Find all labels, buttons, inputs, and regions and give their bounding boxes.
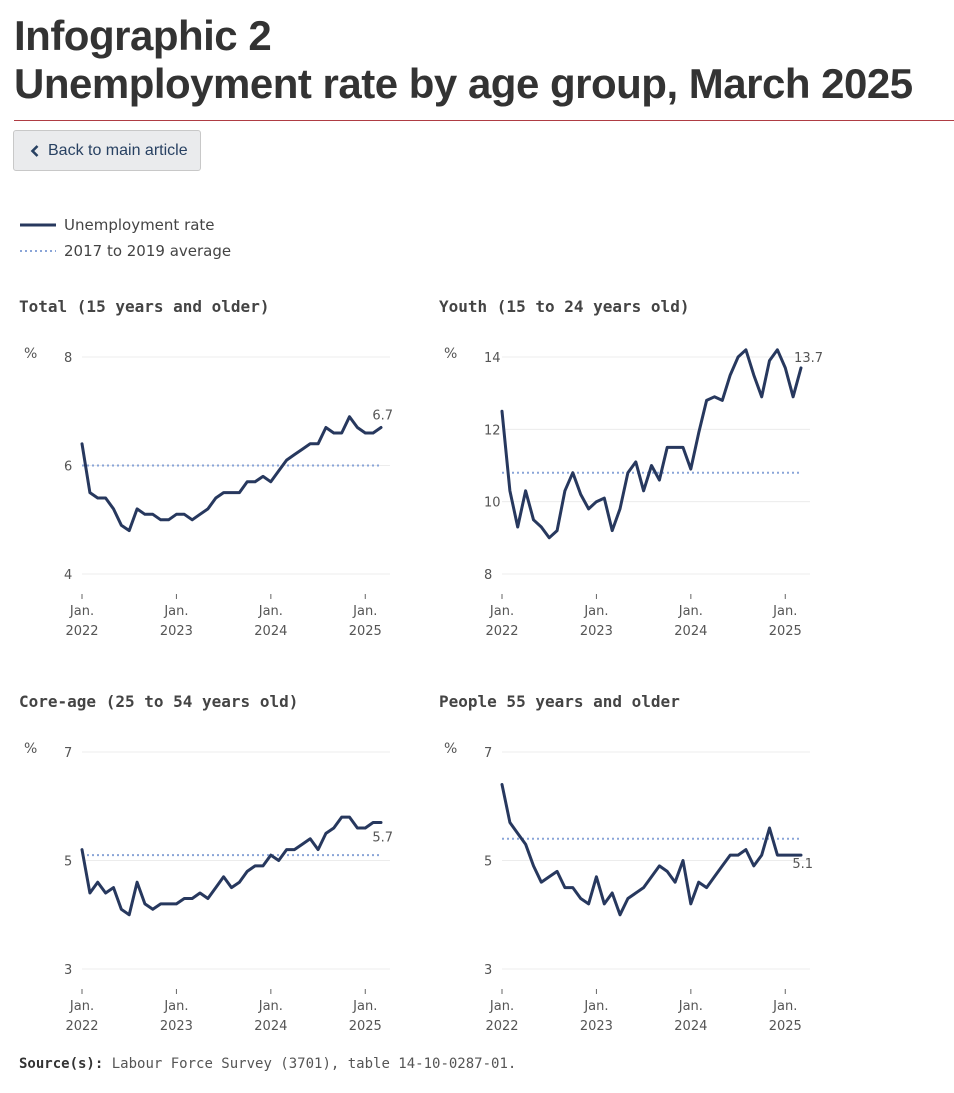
- x-tick-label-month: Jan.: [489, 604, 514, 619]
- title-line-1: Infographic 2: [14, 12, 272, 59]
- x-tick-label-month: Jan.: [163, 604, 188, 619]
- y-axis-unit-label: %: [444, 346, 457, 362]
- legend-item-average: 2017 to 2019 average: [20, 238, 231, 264]
- unemployment-rate-line: [500, 783, 803, 917]
- chevron-left-icon: [30, 144, 39, 157]
- chart-title: Core-age (25 to 54 years old): [19, 692, 298, 711]
- legend-label-unemployment-rate: Unemployment rate: [64, 216, 215, 234]
- chart-title: Total (15 years and older): [19, 297, 269, 316]
- x-tick-label-month: Jan.: [583, 999, 608, 1014]
- y-tick-label: 6: [64, 460, 72, 475]
- y-tick-label: 5: [64, 855, 72, 870]
- y-tick-label: 7: [64, 746, 72, 761]
- y-tick-label: 10: [484, 496, 501, 511]
- x-tick-label-month: Jan.: [489, 999, 514, 1014]
- x-tick-label-year: 2024: [674, 1019, 707, 1034]
- y-axis-unit-label: %: [444, 741, 457, 757]
- title-line-2: Unemployment rate by age group, March 20…: [14, 60, 913, 107]
- chart-title: People 55 years and older: [439, 692, 680, 711]
- legend-dotted-swatch: [20, 250, 56, 252]
- x-tick-label-month: Jan.: [678, 999, 703, 1014]
- y-tick-label: 4: [64, 568, 72, 583]
- y-tick-label: 12: [484, 423, 501, 438]
- chart-title: Youth (15 to 24 years old): [439, 297, 689, 316]
- source-note: Source(s): Labour Force Survey (3701), t…: [19, 1056, 516, 1072]
- page-title: Infographic 2 Unemployment rate by age g…: [14, 12, 954, 108]
- x-tick-label-year: 2022: [65, 624, 98, 639]
- back-button-label: Back to main article: [48, 141, 188, 159]
- chart-panel: Core-age (25 to 54 years old)% 3 5 7 Jan. 202…: [19, 692, 393, 1034]
- last-value-label: 13.7: [794, 351, 823, 366]
- x-tick-label-year: 2023: [580, 1019, 613, 1034]
- x-tick-label-year: 2024: [254, 624, 287, 639]
- unemployment-rate-line: [500, 348, 803, 540]
- x-tick-label-month: Jan.: [69, 999, 94, 1014]
- chart-panel: Youth (15 to 24 years old)% 8 10 12 14 Jan. 20…: [439, 297, 823, 639]
- legend-label-average: 2017 to 2019 average: [64, 242, 232, 260]
- x-tick-label-month: Jan.: [772, 604, 797, 619]
- x-tick-label-month: Jan.: [258, 604, 283, 619]
- x-tick-label-year: 2025: [349, 1019, 382, 1034]
- x-tick-label-month: Jan.: [352, 999, 377, 1014]
- y-axis-unit-label: %: [24, 346, 37, 362]
- last-value-label: 5.7: [372, 831, 393, 846]
- y-tick-label: 14: [484, 351, 501, 366]
- legend-line-swatch: [20, 223, 56, 227]
- x-tick-label-month: Jan.: [69, 604, 94, 619]
- unemployment-rate-line: [80, 815, 383, 917]
- unemployment-rate-line: [80, 415, 383, 533]
- x-tick-label-year: 2022: [65, 1019, 98, 1034]
- chart-legend: Unemployment rate 2017 to 2019 average: [20, 212, 231, 264]
- source-text: Labour Force Survey (3701), table 14-10-…: [111, 1056, 517, 1072]
- y-tick-label: 8: [484, 568, 492, 583]
- x-tick-label-month: Jan.: [352, 604, 377, 619]
- title-rule: [14, 120, 954, 121]
- x-tick-label-year: 2025: [769, 624, 802, 639]
- x-tick-label-year: 2022: [485, 1019, 518, 1034]
- x-tick-label-month: Jan.: [772, 999, 797, 1014]
- x-tick-label-year: 2025: [349, 624, 382, 639]
- x-tick-label-month: Jan.: [583, 604, 608, 619]
- x-tick-label-year: 2024: [254, 1019, 287, 1034]
- y-tick-label: 5: [484, 855, 492, 870]
- x-tick-label-month: Jan.: [163, 999, 188, 1014]
- x-tick-label-month: Jan.: [678, 604, 703, 619]
- back-to-main-article-button[interactable]: Back to main article: [13, 130, 201, 171]
- x-tick-label-year: 2022: [485, 624, 518, 639]
- x-tick-label-year: 2023: [160, 1019, 193, 1034]
- x-tick-label-year: 2024: [674, 624, 707, 639]
- x-tick-label-year: 2023: [580, 624, 613, 639]
- x-tick-label-month: Jan.: [258, 999, 283, 1014]
- last-value-label: 6.7: [372, 409, 393, 424]
- chart-panel: Total (15 years and older)% 4 6 8 Jan. 2022 Ja…: [19, 297, 393, 639]
- y-tick-label: 3: [484, 963, 492, 978]
- chart-panel: People 55 years and older% 3 5 7 Jan. 2022 Jan…: [439, 692, 813, 1034]
- y-tick-label: 7: [484, 746, 492, 761]
- last-value-label: 5.1: [792, 857, 813, 872]
- y-tick-label: 3: [64, 963, 72, 978]
- source-label: Source(s):: [19, 1056, 104, 1072]
- x-tick-label-year: 2025: [769, 1019, 802, 1034]
- legend-item-unemployment-rate: Unemployment rate: [20, 212, 231, 238]
- x-tick-label-year: 2023: [160, 624, 193, 639]
- y-axis-unit-label: %: [24, 741, 37, 757]
- y-tick-label: 8: [64, 351, 72, 366]
